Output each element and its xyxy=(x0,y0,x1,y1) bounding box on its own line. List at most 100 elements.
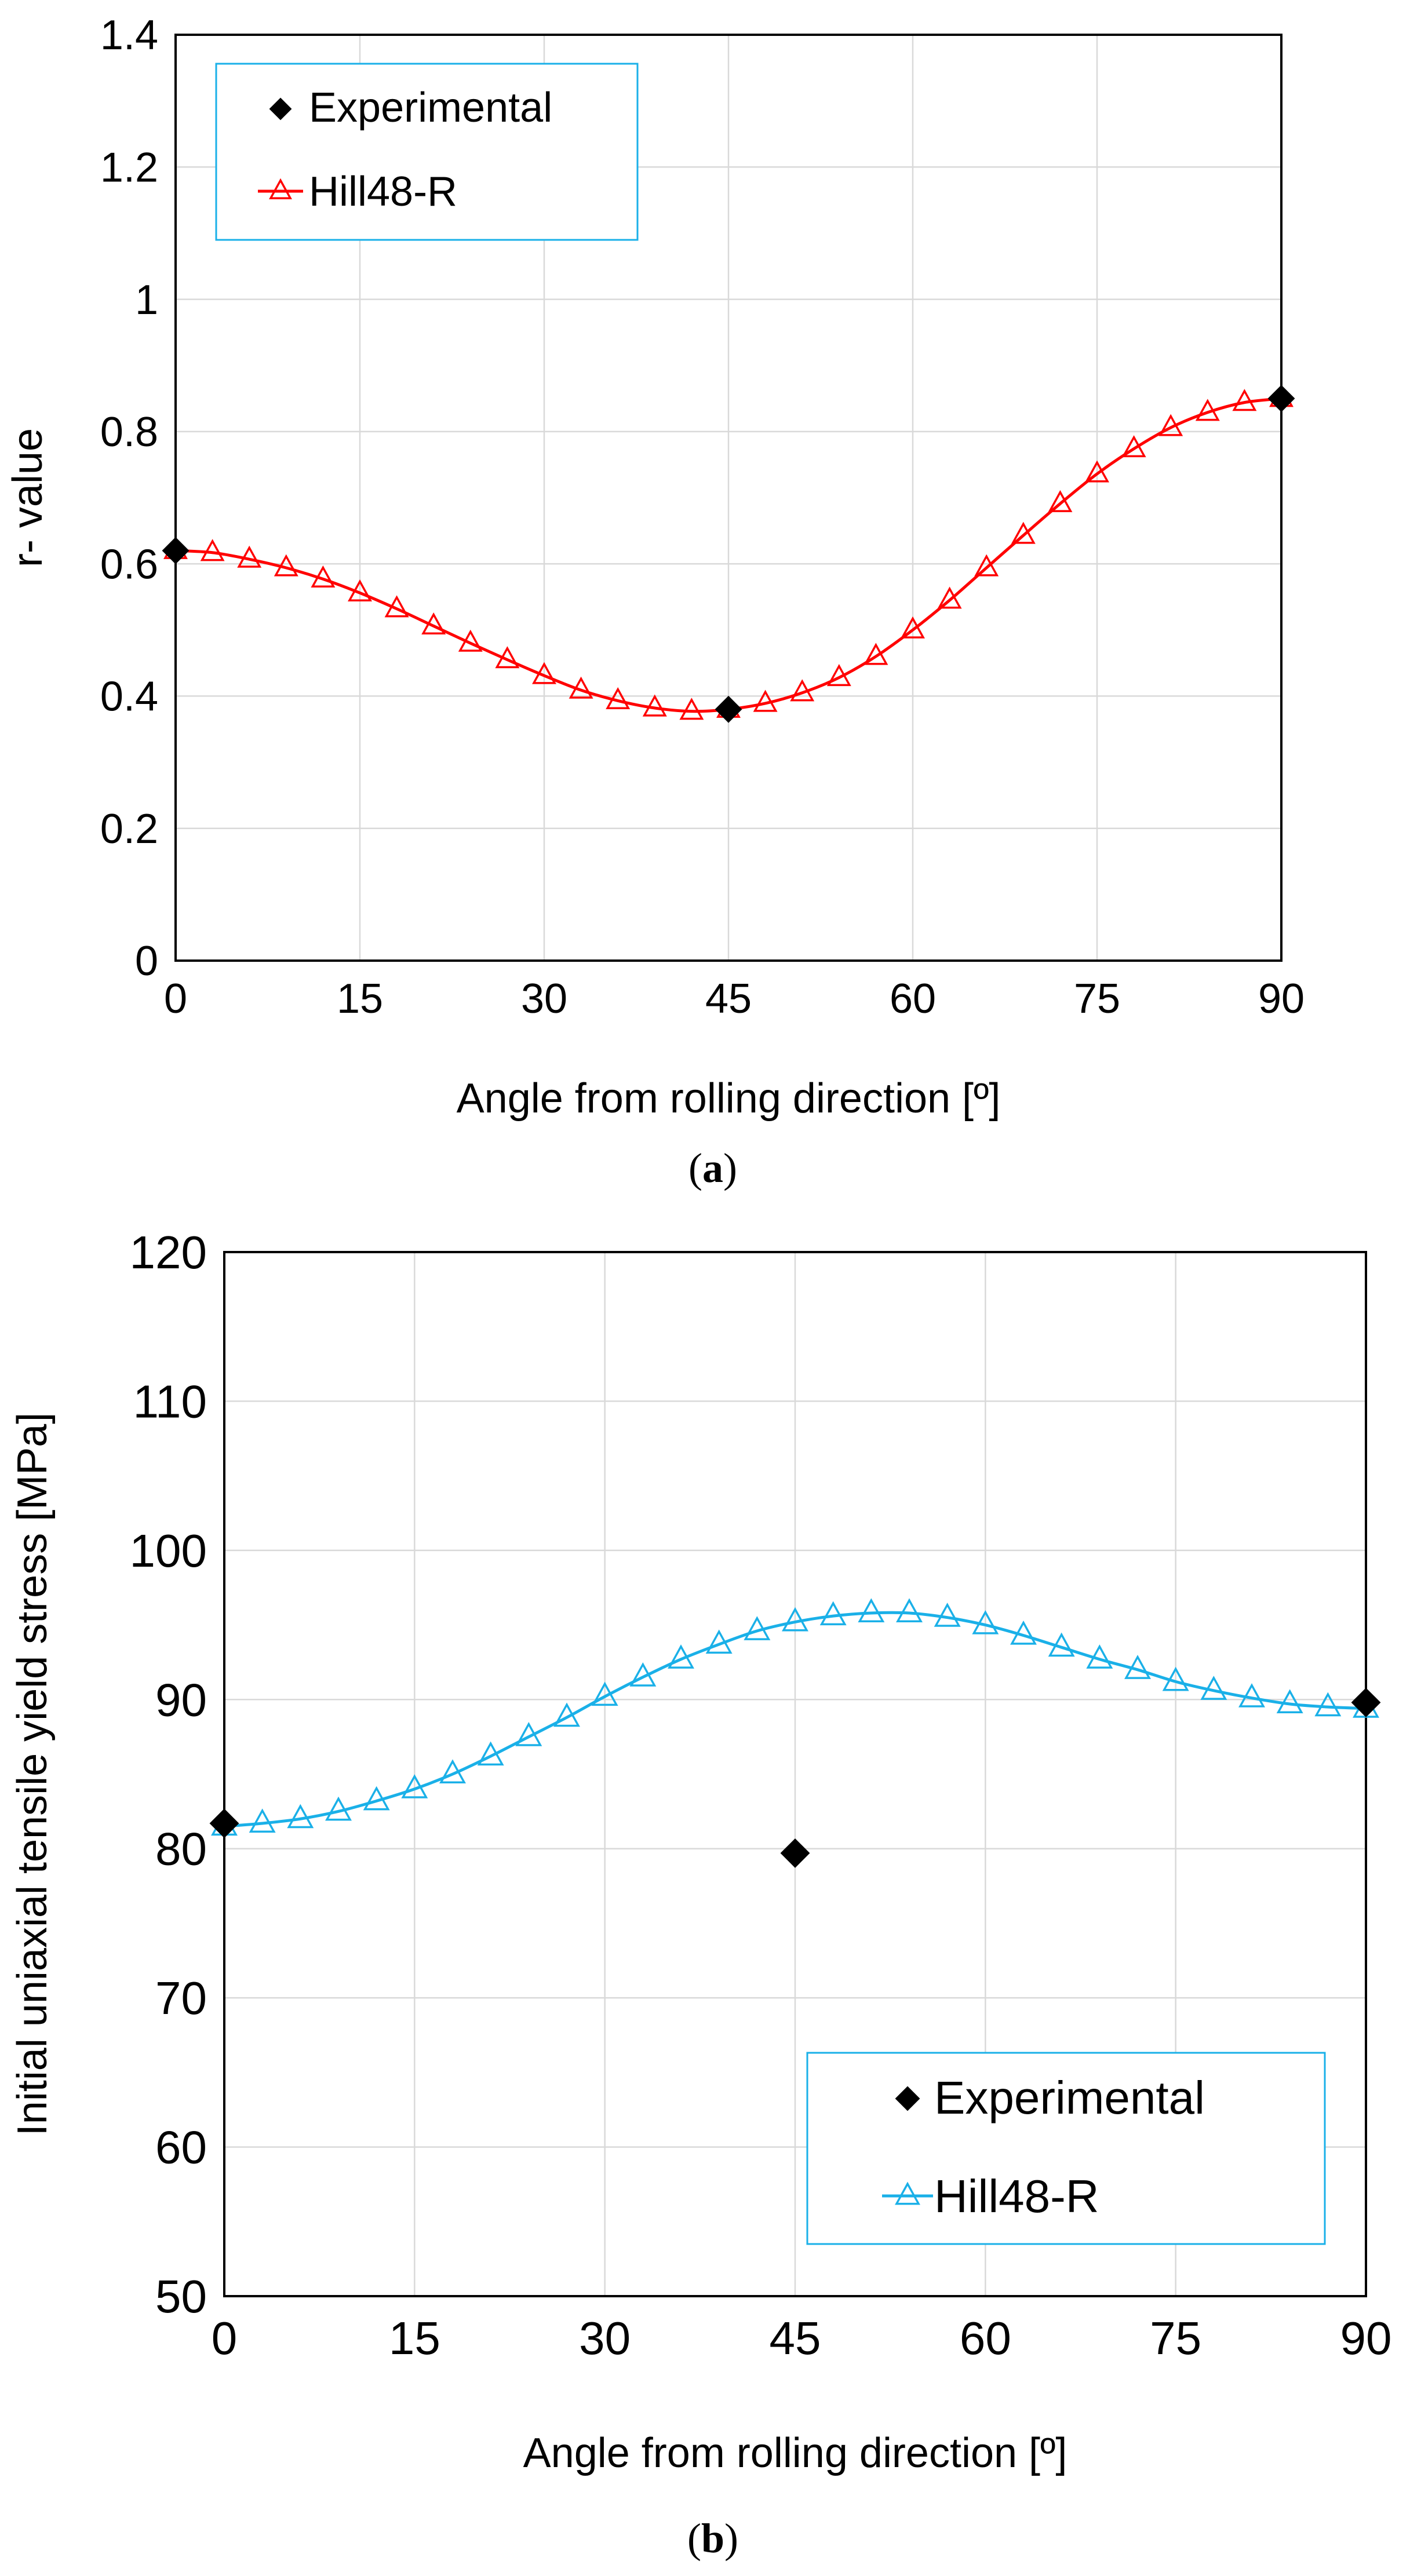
hill48-point xyxy=(439,1759,466,1784)
legend-b: Experimental Hill48-R xyxy=(806,2052,1326,2245)
hill48-point xyxy=(705,1629,733,1654)
hill48-point xyxy=(200,539,225,561)
x-axis-label-a: Angle from rolling direction [º] xyxy=(457,1075,1001,1122)
hill48-point xyxy=(237,545,262,568)
legend-box-a xyxy=(215,63,639,241)
y-tick-label: 0.2 xyxy=(100,806,158,852)
experimental-point xyxy=(209,1808,239,1838)
hill48-point xyxy=(1162,1666,1189,1691)
y-tick-label: 0.8 xyxy=(100,409,158,455)
hill48-point xyxy=(1124,1655,1151,1679)
hill48-point xyxy=(249,1808,276,1833)
x-tick-labels-a: 0 15 30 45 60 75 90 xyxy=(164,976,1305,1022)
hill48-point xyxy=(1158,414,1183,436)
y-tick-label: 50 xyxy=(155,2271,207,2322)
hill48-point xyxy=(896,1598,923,1623)
legend-hill48-label-b: Hill48-R xyxy=(934,2170,1099,2222)
hill48-point xyxy=(495,646,520,669)
legend-hill48-marker-a xyxy=(269,178,292,199)
hill48-point xyxy=(1276,1689,1303,1714)
hill48-point xyxy=(668,1644,694,1669)
plot-frame-b xyxy=(223,1251,1367,2297)
hill48-point xyxy=(421,612,446,635)
hill48-point xyxy=(753,689,778,712)
y-axis-label-a: r- value xyxy=(5,428,51,567)
y-tick-label: 120 xyxy=(130,1227,207,1278)
experimental-point xyxy=(715,695,742,723)
hill48-point xyxy=(679,698,704,720)
hill48-point xyxy=(1085,460,1109,483)
hill48-point xyxy=(1238,1683,1265,1707)
y-tick-label: 1.4 xyxy=(100,12,158,59)
experimental-point xyxy=(162,537,190,564)
hill48-point xyxy=(744,1616,771,1640)
hill48-point xyxy=(1011,521,1036,544)
series-b xyxy=(209,1598,1381,1868)
legend-diamond-icon xyxy=(895,2086,920,2111)
y-tick-label: 110 xyxy=(133,1375,207,1427)
hill48-point xyxy=(629,1662,657,1687)
y-tick-label: 0.4 xyxy=(100,674,158,720)
panel-a-chart: 0 0.2 0.4 0.6 0.8 1 1.2 1.4 0 15 30 45 60 75 90 r- va… xyxy=(5,12,1305,1191)
y-tick-label: 60 xyxy=(155,2122,207,2173)
legend-experimental-label-a: Experimental xyxy=(309,85,552,131)
x-tick-label: 30 xyxy=(521,976,567,1022)
x-tick-label: 15 xyxy=(337,976,383,1022)
y-tick-labels-a: 0 0.2 0.4 0.6 0.8 1 1.2 1.4 xyxy=(100,12,158,984)
hill48-point xyxy=(972,1610,999,1634)
hill48-point xyxy=(515,1722,542,1746)
hill48-point xyxy=(591,1681,618,1706)
y-axis-label-b: Initial uniaxial tensile yield stress [M… xyxy=(9,1413,56,2136)
x-tick-label: 0 xyxy=(212,2312,238,2364)
x-tick-label: 90 xyxy=(1258,976,1305,1022)
hill48-point xyxy=(901,616,925,638)
hill48-point xyxy=(553,1702,580,1727)
x-tick-label: 75 xyxy=(1074,976,1120,1022)
hill48-point xyxy=(826,664,851,687)
x-axis-label-b: Angle from rolling direction [º] xyxy=(523,2430,1067,2476)
x-tick-label: 90 xyxy=(1340,2312,1392,2364)
hill48-point xyxy=(401,1774,428,1798)
series-a xyxy=(162,385,1295,723)
x-tick-label: 60 xyxy=(890,976,936,1022)
y-tick-label: 90 xyxy=(155,1674,207,1725)
hill48-point xyxy=(311,565,336,588)
x-tick-label: 0 xyxy=(164,976,187,1022)
legend-hill48-marker-b xyxy=(895,2181,920,2205)
x-tick-label: 75 xyxy=(1150,2312,1201,2364)
hill48-point xyxy=(642,694,667,717)
legend-triangle-icon xyxy=(269,178,292,199)
legend-diamond-icon xyxy=(269,97,292,121)
legend-experimental-marker-b xyxy=(895,2086,920,2111)
hill48-point xyxy=(569,676,593,699)
hill48-point xyxy=(384,595,409,618)
panel-b-chart: 50 60 70 80 90 100 110 120 0 15 30 45 60 75 90 Initia… xyxy=(9,1227,1391,2562)
y-tick-label: 0 xyxy=(135,938,158,984)
hill48-point xyxy=(782,1607,808,1632)
hill48-point xyxy=(477,1741,504,1766)
x-tick-label: 30 xyxy=(579,2312,631,2364)
hill48-point xyxy=(1010,1620,1037,1645)
x-tick-label: 45 xyxy=(770,2312,821,2364)
y-tick-labels-b: 50 60 70 80 90 100 110 120 xyxy=(130,1227,207,2322)
hill48-point xyxy=(819,1601,847,1626)
hill48-point xyxy=(458,629,483,652)
hill48-point xyxy=(790,679,815,702)
hill48-point xyxy=(1314,1692,1342,1717)
x-tick-label: 45 xyxy=(705,976,752,1022)
legend-box-b xyxy=(806,2052,1326,2245)
hill48-point xyxy=(864,643,888,665)
y-tick-label: 80 xyxy=(155,1823,207,1875)
experimental-point xyxy=(780,1838,810,1868)
caption-a: (a) xyxy=(688,1145,737,1191)
hill48-point xyxy=(937,586,962,609)
x-tick-label: 60 xyxy=(960,2312,1011,2364)
legend-experimental-label-b: Experimental xyxy=(934,2072,1205,2123)
hill48-point xyxy=(606,687,631,710)
hill48-point xyxy=(1200,1676,1227,1700)
y-tick-label: 1.2 xyxy=(100,144,158,191)
legend-triangle-icon xyxy=(895,2181,920,2205)
legend-experimental-marker-a xyxy=(269,97,292,121)
hill48-point xyxy=(274,554,298,577)
